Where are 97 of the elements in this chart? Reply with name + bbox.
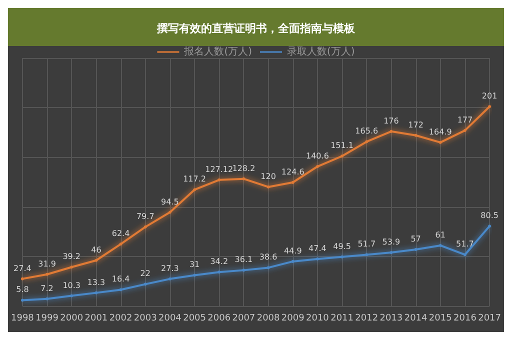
- point: [242, 177, 246, 180]
- legend-label: 录取人数(万人): [287, 46, 355, 58]
- data-label: 5.8: [16, 285, 29, 294]
- point: [70, 266, 74, 269]
- point: [20, 298, 24, 302]
- data-label: 127.12: [205, 164, 234, 174]
- point: [119, 242, 122, 246]
- x-tick-label: 2005: [183, 314, 206, 324]
- point: [414, 134, 418, 137]
- point: [119, 288, 122, 292]
- data-label: 57: [410, 234, 421, 244]
- point: [340, 255, 344, 258]
- data-label: 10.3: [62, 280, 81, 290]
- data-label: 31: [189, 260, 200, 270]
- point: [218, 270, 221, 274]
- x-tick-label: 2000: [60, 314, 84, 324]
- point: [365, 140, 368, 144]
- data-label: 80.5: [480, 211, 498, 220]
- data-label: 120: [260, 172, 276, 181]
- data-label: 49.5: [333, 242, 351, 251]
- x-tick-label: 2006: [208, 314, 231, 324]
- point: [94, 291, 98, 294]
- x-tick-label: 2017: [478, 314, 501, 324]
- point: [70, 294, 74, 298]
- x-tick-label: 2013: [380, 314, 403, 324]
- data-label: 151.1: [330, 141, 354, 150]
- data-label: 61: [435, 230, 446, 240]
- x-tick-label: 2016: [454, 314, 477, 324]
- data-label: 172: [408, 120, 424, 130]
- point: [46, 272, 49, 276]
- data-label: 124.6: [281, 167, 304, 176]
- point: [463, 128, 466, 132]
- point: [340, 154, 344, 158]
- point: [193, 188, 196, 192]
- data-label: 164.9: [428, 127, 452, 136]
- point: [168, 210, 172, 214]
- data-label: 44.9: [284, 246, 302, 256]
- data-label: 53.9: [382, 238, 400, 247]
- data-label: 22: [140, 269, 150, 278]
- x-tick-label: 2011: [330, 314, 354, 324]
- data-label: 51.7: [456, 240, 474, 249]
- point: [20, 277, 24, 280]
- x-tick-label: 2003: [134, 314, 157, 324]
- point: [46, 297, 49, 300]
- data-label: 165.6: [355, 126, 378, 136]
- data-label: 36.1: [234, 255, 253, 264]
- chart-title: 撰写有效的直营证明书，全面指南与模板: [156, 22, 356, 35]
- data-label: 140.6: [306, 152, 329, 161]
- data-label: 39.2: [62, 252, 81, 262]
- x-tick-label: 2010: [306, 314, 330, 324]
- data-label: 27.3: [161, 264, 179, 273]
- point: [390, 130, 393, 133]
- x-tick-label: 2002: [109, 314, 132, 324]
- data-label: 176: [384, 116, 399, 126]
- data-label: 128.2: [232, 164, 256, 173]
- x-tick-label: 2012: [355, 314, 378, 324]
- data-label: 47.4: [308, 244, 326, 253]
- x-tick-label: 2004: [158, 314, 182, 324]
- point: [266, 266, 270, 270]
- x-tick-label: 1998: [11, 314, 34, 324]
- data-label: 62.4: [112, 229, 130, 238]
- point: [438, 140, 442, 144]
- point: [144, 225, 147, 228]
- data-label: 34.2: [210, 257, 228, 266]
- point: [242, 268, 246, 272]
- data-label: 46: [91, 245, 102, 254]
- data-label: 38.6: [259, 252, 278, 262]
- data-label: 94.5: [161, 197, 179, 206]
- point: [94, 258, 98, 262]
- point: [168, 277, 172, 280]
- point: [193, 274, 196, 277]
- x-tick-label: 2008: [256, 314, 280, 324]
- point: [218, 178, 221, 182]
- data-label: 177: [457, 115, 473, 124]
- point: [488, 224, 492, 228]
- data-label: 51.7: [358, 240, 376, 249]
- data-label: 27.4: [14, 264, 32, 273]
- point: [266, 185, 270, 188]
- data-label: 16.4: [112, 274, 130, 284]
- point: [463, 253, 466, 256]
- point: [144, 282, 147, 286]
- legend-label: 报名人数(万人): [183, 46, 252, 58]
- data-label: 31.9: [38, 259, 56, 268]
- x-tick-label: 2009: [281, 314, 305, 324]
- x-tick-label: 1999: [36, 314, 59, 324]
- data-label: 79.7: [136, 212, 154, 221]
- data-label: 7.2: [40, 284, 54, 293]
- data-label: 201: [482, 92, 498, 101]
- x-tick-label: 2015: [428, 314, 452, 324]
- data-label: 13.3: [87, 278, 106, 287]
- point: [365, 253, 368, 256]
- x-tick-label: 2007: [232, 314, 256, 324]
- x-tick-label: 2001: [84, 314, 108, 324]
- point: [291, 180, 294, 184]
- x-tick-label: 2014: [404, 314, 428, 324]
- data-label: 117.2: [183, 174, 206, 184]
- point: [488, 105, 492, 108]
